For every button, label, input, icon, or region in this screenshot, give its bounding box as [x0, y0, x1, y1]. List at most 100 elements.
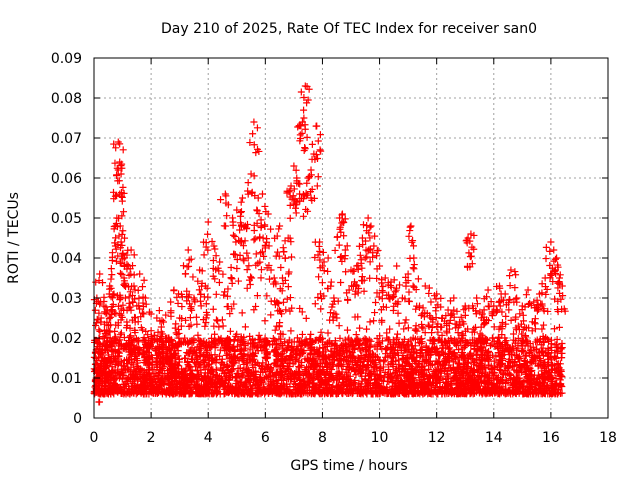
roti-point [224, 367, 232, 375]
roti-point [119, 227, 127, 235]
roti-point [358, 234, 366, 242]
roti-point [470, 345, 478, 353]
roti-point [405, 390, 413, 398]
roti-point [261, 354, 269, 362]
roti-point [284, 372, 292, 380]
roti-point [352, 386, 360, 394]
roti-point [490, 357, 498, 365]
roti-point [333, 314, 341, 322]
roti-point [347, 336, 355, 344]
roti-point [537, 381, 545, 389]
roti-point [316, 131, 324, 139]
roti-point [236, 341, 244, 349]
roti-point [118, 160, 126, 168]
roti-point [152, 369, 160, 377]
roti-point [175, 374, 183, 382]
roti-point [468, 328, 476, 336]
roti-point [186, 300, 194, 308]
roti-point [216, 352, 224, 360]
roti-point [226, 310, 234, 318]
roti-point [319, 248, 327, 256]
roti-point [107, 321, 115, 329]
roti-point [410, 347, 418, 355]
roti-point [209, 338, 217, 346]
roti-point [316, 381, 324, 389]
roti-point [356, 251, 364, 259]
roti-point [228, 358, 236, 366]
roti-point [192, 313, 200, 321]
roti-point [156, 361, 164, 369]
roti-point [290, 185, 298, 193]
roti-point [112, 374, 120, 382]
roti-point [443, 380, 451, 388]
roti-point [483, 351, 491, 359]
roti-point [148, 343, 156, 351]
roti-point [244, 367, 252, 375]
roti-point [129, 338, 137, 346]
roti-point [178, 368, 186, 376]
roti-point [518, 330, 526, 338]
roti-point [345, 286, 353, 294]
roti-point [402, 282, 410, 290]
roti-point [537, 341, 545, 349]
roti-point [553, 343, 561, 351]
roti-point [311, 347, 319, 355]
roti-point [557, 344, 565, 352]
roti-point [324, 267, 332, 275]
roti-point [366, 351, 374, 359]
roti-point [125, 293, 133, 301]
roti-point [270, 274, 278, 282]
roti-point [112, 234, 120, 242]
roti-point [481, 387, 489, 395]
roti-point [174, 380, 182, 388]
roti-point [326, 370, 334, 378]
roti-point [297, 88, 305, 96]
roti-point [337, 356, 345, 364]
roti-point [196, 349, 204, 357]
roti-point [144, 336, 152, 344]
roti-point [251, 349, 259, 357]
roti-point [352, 331, 360, 339]
roti-point [319, 335, 327, 343]
roti-point [211, 245, 219, 253]
roti-point [310, 194, 318, 202]
roti-point [96, 377, 104, 385]
roti-point [239, 389, 247, 397]
roti-point [544, 350, 552, 358]
roti-point [342, 366, 350, 374]
roti-point [156, 368, 164, 376]
roti-point [355, 242, 363, 250]
roti-point [196, 337, 204, 345]
roti-point [402, 273, 410, 281]
roti-point [505, 357, 513, 365]
roti-point [298, 129, 306, 137]
roti-point [492, 382, 500, 390]
roti-point [458, 371, 466, 379]
roti-point [506, 359, 514, 367]
roti-point [249, 364, 257, 372]
roti-point [246, 281, 254, 289]
roti-point [357, 347, 365, 355]
roti-point [373, 252, 381, 260]
roti-point [422, 343, 430, 351]
roti-point [288, 354, 296, 362]
roti-point [172, 320, 180, 328]
roti-point [295, 388, 303, 396]
roti-point [522, 370, 530, 378]
roti-point [286, 234, 294, 242]
roti-point [244, 368, 252, 376]
roti-point [298, 330, 306, 338]
roti-point [415, 363, 423, 371]
roti-point [305, 173, 313, 181]
roti-point [232, 332, 240, 340]
roti-point [292, 209, 300, 217]
roti-point [212, 266, 220, 274]
roti-point [130, 251, 138, 259]
roti-point [183, 293, 191, 301]
roti-point [222, 222, 230, 230]
roti-point [231, 233, 239, 241]
roti-point [195, 336, 203, 344]
roti-point [202, 389, 210, 397]
roti-point [343, 242, 351, 250]
roti-point [234, 277, 242, 285]
